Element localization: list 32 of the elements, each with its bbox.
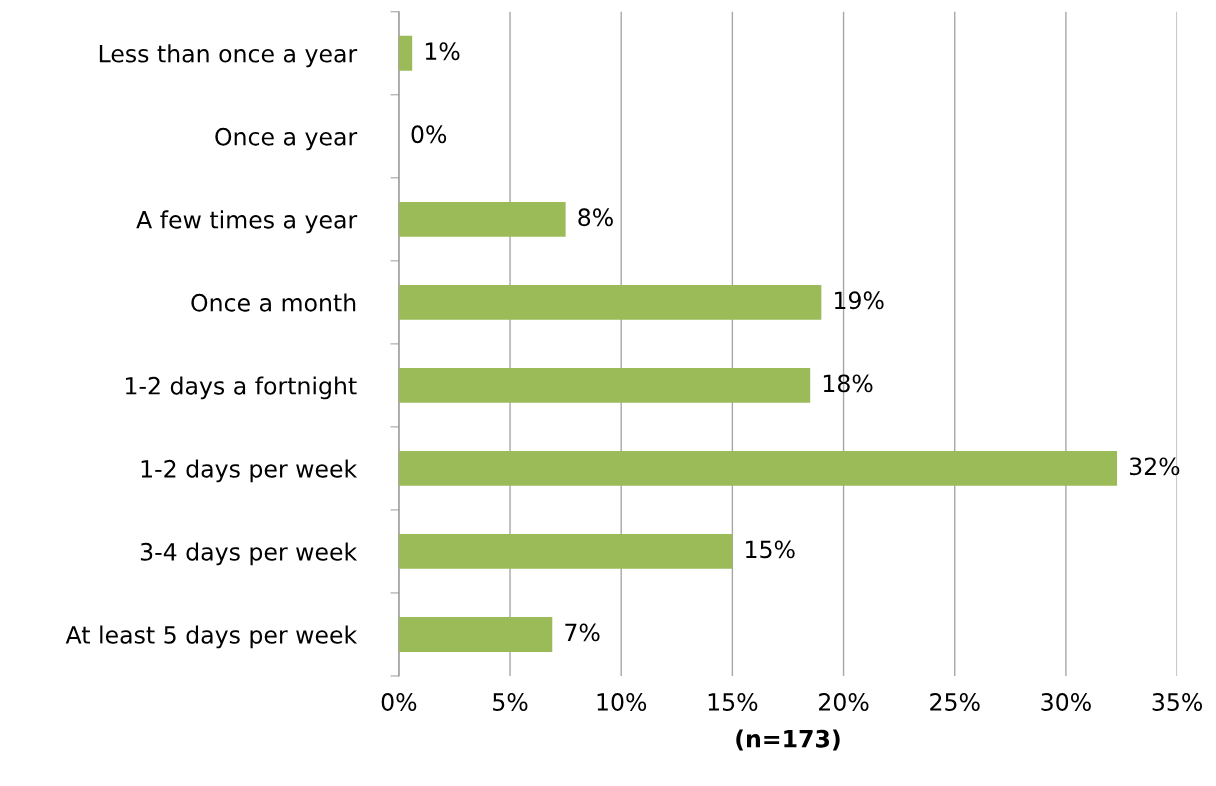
x-axis-title: (n=173) (736, 729, 840, 751)
y-tick-label: Once a month (191, 293, 356, 312)
bar (398, 450, 1118, 486)
data-label: 7% (565, 623, 600, 642)
x-tick-label: 35% (1152, 693, 1203, 711)
x-tick-label: 15% (708, 693, 758, 711)
data-label: 18% (823, 374, 873, 393)
data-label: 0% (411, 125, 447, 144)
x-tick-label: 30% (1041, 693, 1091, 711)
data-label: 15% (746, 540, 795, 559)
y-tick-label: A few times a year (136, 210, 358, 234)
x-tick-label: 5% (493, 693, 528, 711)
y-tick-label: Less than once a year (99, 44, 358, 68)
y-tick-label: 3-4 days per week (140, 542, 358, 566)
bar (398, 533, 733, 569)
y-tick-label: Once a year (215, 127, 358, 151)
x-tick-label: 25% (930, 693, 980, 711)
data-label: 1% (425, 42, 460, 61)
x-tick-label: 0% (381, 693, 417, 711)
bar (398, 284, 822, 320)
bar (398, 35, 413, 71)
bar (398, 367, 811, 403)
y-tick-label: 1-2 days a fortnight (126, 376, 357, 400)
bar (398, 201, 566, 237)
y-tick-label: At least 5 days per week (65, 625, 358, 649)
x-tick-label: 10% (597, 693, 647, 711)
data-label: 19% (835, 291, 884, 310)
data-label: 32% (1129, 457, 1180, 476)
data-label: 8% (578, 208, 613, 227)
x-tick-label: 20% (819, 693, 869, 711)
y-tick-label: 1-2 days per week (141, 459, 358, 483)
bar (398, 617, 553, 652)
